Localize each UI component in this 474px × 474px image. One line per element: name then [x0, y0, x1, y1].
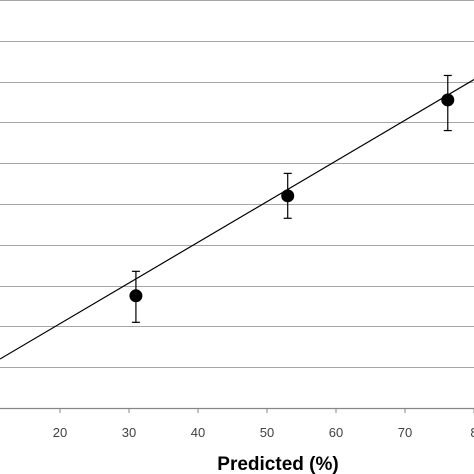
trendline: [0, 79, 474, 360]
data-point: [281, 172, 295, 219]
x-tick-label: 20: [53, 425, 67, 440]
data-points: [129, 74, 455, 323]
x-tick-label: 30: [122, 425, 136, 440]
x-axis-ticks: 20 30 40 50 60 70 8: [53, 408, 474, 440]
x-tick-label: 60: [329, 425, 343, 440]
x-tick-label: 50: [260, 425, 274, 440]
x-tick-label: 40: [191, 425, 205, 440]
x-axis-title: Predicted (%): [217, 454, 338, 474]
data-marker: [129, 289, 143, 303]
data-point: [441, 74, 455, 132]
gridlines: [0, 0, 474, 368]
x-tick-label: 70: [398, 425, 412, 440]
data-marker: [281, 189, 295, 203]
x-tick-label: 8: [470, 425, 474, 440]
data-point: [129, 270, 143, 323]
data-marker: [441, 93, 455, 107]
